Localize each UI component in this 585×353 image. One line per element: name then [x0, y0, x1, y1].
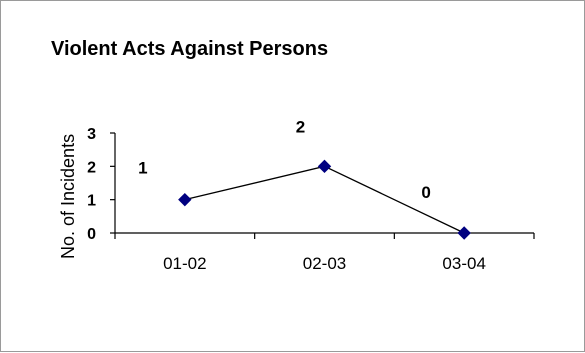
- y-tick-label: 1: [87, 193, 96, 210]
- data-point-marker: [317, 159, 332, 174]
- y-tick-label: 0: [87, 226, 96, 243]
- data-label: 2: [296, 117, 305, 136]
- y-axis-label: No. of Incidents: [58, 134, 78, 259]
- y-tick-label: 2: [87, 159, 96, 176]
- data-point-marker: [457, 226, 471, 240]
- data-label: 1: [138, 159, 147, 178]
- chart-title: Violent Acts Against Persons: [51, 38, 328, 60]
- x-tick-label: 01-02: [163, 254, 206, 273]
- data-label: 0: [421, 183, 430, 202]
- x-tick-label: 02-03: [303, 254, 346, 273]
- y-tick-label: 3: [87, 126, 96, 143]
- x-tick-label: 03-04: [442, 254, 485, 273]
- data-point-marker: [178, 192, 192, 207]
